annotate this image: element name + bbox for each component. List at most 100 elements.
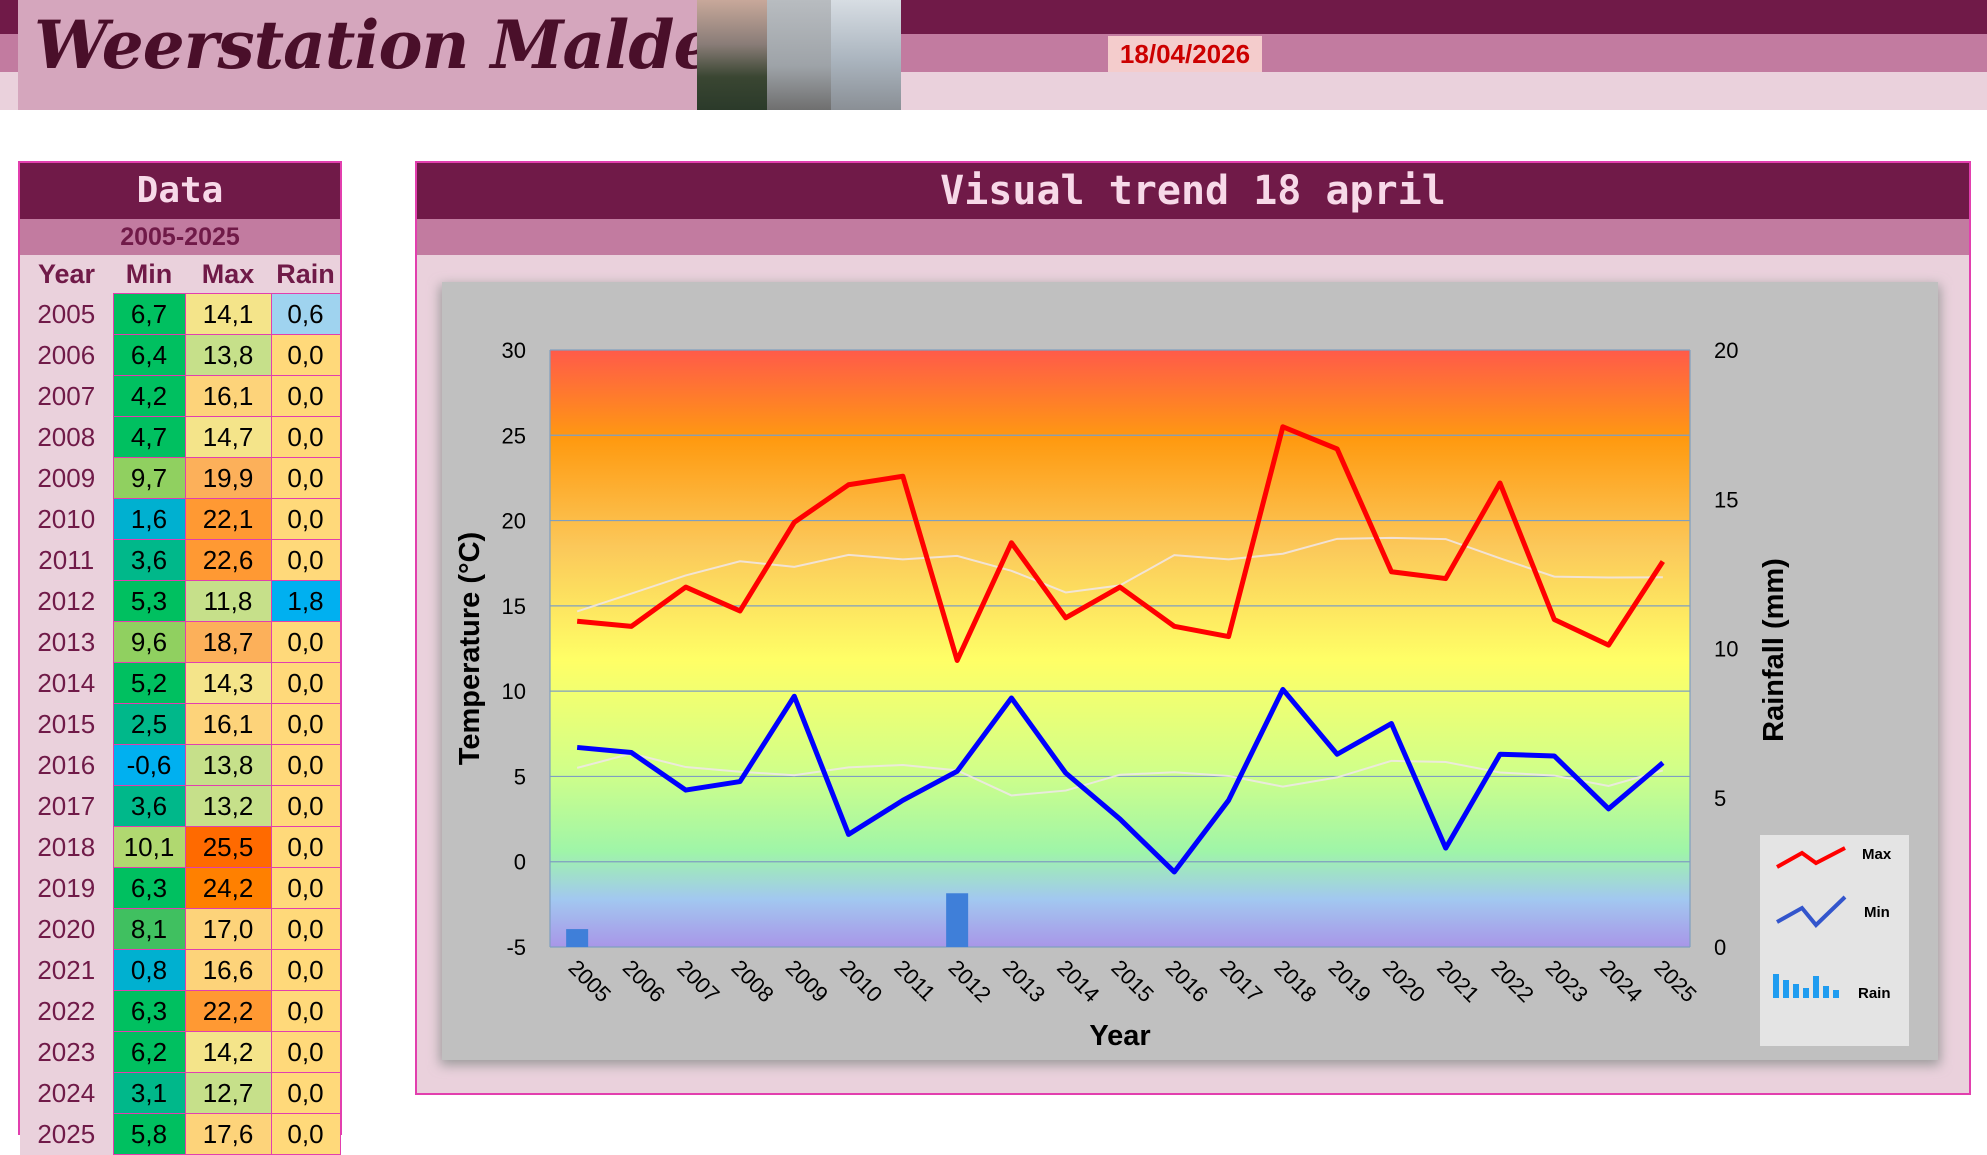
cell-year: 2023 <box>20 1031 113 1073</box>
y-axis-left-ticks: -5 0 5 10 15 20 25 30 <box>502 338 526 960</box>
station-photo-sunset <box>697 0 767 110</box>
cell-year: 2007 <box>20 375 113 417</box>
y-tick-label: -5 <box>506 935 526 960</box>
y2-tick-label: 20 <box>1714 338 1738 363</box>
cell-year: 2014 <box>20 662 113 704</box>
cell-max: 16,1 <box>184 375 272 417</box>
cell-max: 14,2 <box>184 1031 272 1073</box>
y2-tick-label: 10 <box>1714 637 1738 662</box>
cell-max: 14,3 <box>184 662 272 704</box>
cell-year: 2016 <box>20 744 113 786</box>
cell-min: 0,8 <box>112 949 186 991</box>
cell-min: 6,3 <box>112 867 186 909</box>
cell-rain: 0,0 <box>270 375 341 417</box>
cell-year: 2018 <box>20 826 113 868</box>
cell-rain: 0,0 <box>270 949 341 991</box>
cell-min: 6,4 <box>112 334 186 376</box>
cell-rain: 0,0 <box>270 703 341 745</box>
cell-rain: 0,0 <box>270 826 341 868</box>
cell-min: 4,7 <box>112 416 186 458</box>
data-panel-title: Data <box>20 163 340 219</box>
legend-max-label: Max <box>1862 846 1892 863</box>
legend-rain-icon-bar <box>1773 974 1779 998</box>
cell-year: 2022 <box>20 990 113 1032</box>
table-row: 2008 4,7 14,7 0,0 <box>20 416 341 458</box>
y-tick-label: 5 <box>514 764 526 789</box>
y2-tick-label: 0 <box>1714 935 1726 960</box>
legend-max-icon <box>1776 846 1846 869</box>
cell-year: 2009 <box>20 457 113 499</box>
cell-min: 3,6 <box>112 785 186 827</box>
cell-max: 13,8 <box>184 334 272 376</box>
cell-rain: 0,0 <box>270 416 341 458</box>
table-row: 2006 6,4 13,8 0,0 <box>20 334 341 376</box>
table-row: 2024 3,1 12,7 0,0 <box>20 1072 341 1114</box>
cell-max: 18,7 <box>184 621 272 663</box>
cell-max: 14,1 <box>184 293 272 335</box>
cell-min: 10,1 <box>112 826 186 868</box>
chart-legend: Max Min Rain <box>1760 835 1909 1046</box>
column-header-max: Max <box>201 258 255 289</box>
plot-area-background <box>550 350 1690 947</box>
table-row: 2014 5,2 14,3 0,0 <box>20 662 341 704</box>
cell-year: 2005 <box>20 293 113 335</box>
legend-box <box>1760 835 1909 1046</box>
series-line-max <box>576 424 1665 663</box>
cell-year: 2011 <box>20 539 113 581</box>
cell-max: 13,8 <box>184 744 272 786</box>
y2-tick-label: 15 <box>1714 487 1738 512</box>
cell-min: 3,6 <box>112 539 186 581</box>
cell-year: 2006 <box>20 334 113 376</box>
cell-max: 22,6 <box>184 539 272 581</box>
column-header-rain: Rain <box>276 258 335 289</box>
table-row: 2007 4,2 16,1 0,0 <box>20 375 341 417</box>
table-row: 2013 9,6 18,7 0,0 <box>20 621 341 663</box>
cell-year: 2013 <box>20 621 113 663</box>
cell-year: 2024 <box>20 1072 113 1114</box>
cell-rain: 0,0 <box>270 621 341 663</box>
cell-year: 2015 <box>20 703 113 745</box>
cell-min: 6,3 <box>112 990 186 1032</box>
y-tick-label: 30 <box>502 338 526 363</box>
cell-year: 2012 <box>20 580 113 622</box>
table-row: 2009 9,7 19,9 0,0 <box>20 457 341 499</box>
y-tick-label: 25 <box>502 423 526 448</box>
cell-rain: 0,0 <box>270 334 341 376</box>
cell-max: 17,0 <box>184 908 272 950</box>
legend-min-icon <box>1776 895 1847 928</box>
table-row: 2019 6,3 24,2 0,0 <box>20 867 341 909</box>
rain-bar <box>946 893 969 947</box>
cell-max: 24,2 <box>184 867 272 909</box>
cell-min: 5,2 <box>112 662 186 704</box>
rain-bars <box>566 893 969 947</box>
cell-year: 2020 <box>20 908 113 950</box>
y-tick-label: 20 <box>502 509 526 534</box>
y2-tick-label: 5 <box>1714 786 1726 811</box>
data-table-body: 2005 6,7 14,1 0,6 2006 6,4 13,8 0,0 2007 4,2 16,1 0… <box>20 293 341 1155</box>
legend-rain-icon-bar <box>1813 976 1819 998</box>
legend-rain-icon-bar <box>1833 990 1839 998</box>
table-row: 2017 3,6 13,2 0,0 <box>20 785 341 827</box>
cell-rain: 0,0 <box>270 990 341 1032</box>
legend-rain-icon-bar <box>1803 988 1809 998</box>
legend-rain-label: Rain <box>1858 985 1891 1002</box>
table-header-row: Year Min Max Rain <box>20 255 340 294</box>
table-row: 2020 8,1 17,0 0,0 <box>20 908 341 950</box>
cell-max: 22,2 <box>184 990 272 1032</box>
column-header-year: Year <box>37 258 96 289</box>
cell-max: 19,9 <box>184 457 272 499</box>
y-tick-label: 10 <box>502 679 526 704</box>
cell-rain: 0,6 <box>270 293 341 335</box>
cell-min: 2,5 <box>112 703 186 745</box>
legend-rain-icon-bar <box>1823 986 1829 998</box>
cell-rain: 0,0 <box>270 662 341 704</box>
chart-title: Visual trend 18 april <box>417 163 1969 219</box>
cell-year: 2010 <box>20 498 113 540</box>
trend-line-min <box>576 752 1664 797</box>
legend-rain-icon-bar <box>1793 984 1799 998</box>
table-row: 2018 10,1 25,5 0,0 <box>20 826 341 868</box>
table-row: 2011 3,6 22,6 0,0 <box>20 539 341 581</box>
y-axis-right-title: Rainfall (mm) <box>1758 558 1790 742</box>
station-photo-mast <box>767 0 831 110</box>
